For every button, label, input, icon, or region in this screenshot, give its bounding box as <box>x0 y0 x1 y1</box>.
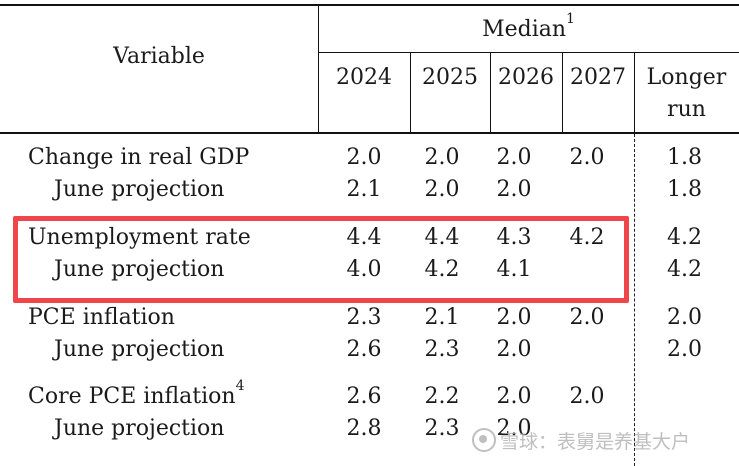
watermark-text: 雪球：表舅是养基大户 <box>500 431 691 453</box>
cell-2026: 4.3 <box>496 225 532 250</box>
header-divider-2026 <box>490 53 492 133</box>
row-label: Core PCE inflation4 <box>28 378 245 409</box>
variable-header: Variable <box>113 44 205 69</box>
cell-longer-run: 2.0 <box>667 305 702 330</box>
cell-2024: 2.6 <box>346 337 382 362</box>
cell-2024: 2.8 <box>346 416 382 441</box>
snowball-logo-icon <box>472 428 496 452</box>
table-top-rule <box>0 4 739 6</box>
longer-run-header-line1: Longer <box>646 65 727 90</box>
cell-2025: 2.3 <box>424 416 460 441</box>
cell-2024: 4.0 <box>346 257 382 282</box>
cell-2025: 2.1 <box>424 305 460 330</box>
header-divider-longer-run <box>634 53 636 133</box>
cell-2027: 2.0 <box>569 305 605 330</box>
cell-2026: 2.0 <box>496 416 532 441</box>
year-header-2025: 2025 <box>422 65 478 90</box>
cell-2026: 2.0 <box>496 384 532 409</box>
cell-2026: 2.0 <box>496 145 532 170</box>
year-header-2024: 2024 <box>336 65 392 90</box>
cell-longer-run: 4.2 <box>667 225 702 250</box>
row-label: Unemployment rate <box>28 225 251 250</box>
median-header: Median1 <box>482 11 575 42</box>
year-header-2026: 2026 <box>498 65 554 90</box>
cell-2026: 2.0 <box>496 177 532 202</box>
cell-longer-run: 1.8 <box>667 177 702 202</box>
unemployment-highlight-box <box>13 216 629 303</box>
header-divider-2025 <box>410 53 412 133</box>
cell-2024: 2.6 <box>346 384 382 409</box>
cell-2024: 4.4 <box>346 225 382 250</box>
cell-2024: 2.1 <box>346 177 382 202</box>
cell-2027: 2.0 <box>569 145 605 170</box>
cell-longer-run: 1.8 <box>667 145 702 170</box>
cell-2024: 2.0 <box>346 145 382 170</box>
row-label: Change in real GDP <box>28 145 250 170</box>
row-label: PCE inflation <box>28 305 175 330</box>
header-bottom-rule <box>0 132 739 134</box>
cell-2025: 4.2 <box>424 257 460 282</box>
row-label: June projection <box>54 257 225 282</box>
cell-2025: 2.0 <box>424 145 460 170</box>
longer-run-dashed-divider <box>634 134 635 466</box>
cell-2024: 2.3 <box>346 305 382 330</box>
cell-2026: 2.0 <box>496 337 532 362</box>
row-label: June projection <box>54 177 225 202</box>
year-header-2027: 2027 <box>570 65 626 90</box>
watermark: 雪球：表舅是养基大户 <box>472 428 690 455</box>
longer-run-header-line2: run <box>667 97 706 122</box>
cell-2027: 2.0 <box>569 384 605 409</box>
cell-2025: 2.0 <box>424 177 460 202</box>
header-divider-variable <box>318 6 320 133</box>
cell-2027: 4.2 <box>569 225 605 250</box>
header-divider-2027 <box>562 53 564 133</box>
cell-longer-run: 4.2 <box>667 257 702 282</box>
cell-2025: 2.3 <box>424 337 460 362</box>
cell-2026: 4.1 <box>496 257 532 282</box>
cell-longer-run: 2.0 <box>667 337 702 362</box>
cell-2026: 2.0 <box>496 305 532 330</box>
median-underline <box>318 52 739 54</box>
footnote-marker: 4 <box>235 378 245 394</box>
cell-2025: 4.4 <box>424 225 460 250</box>
row-label: June projection <box>54 416 225 441</box>
cell-2025: 2.2 <box>424 384 460 409</box>
median-footnote-marker: 1 <box>566 11 575 27</box>
row-label: June projection <box>54 337 225 362</box>
